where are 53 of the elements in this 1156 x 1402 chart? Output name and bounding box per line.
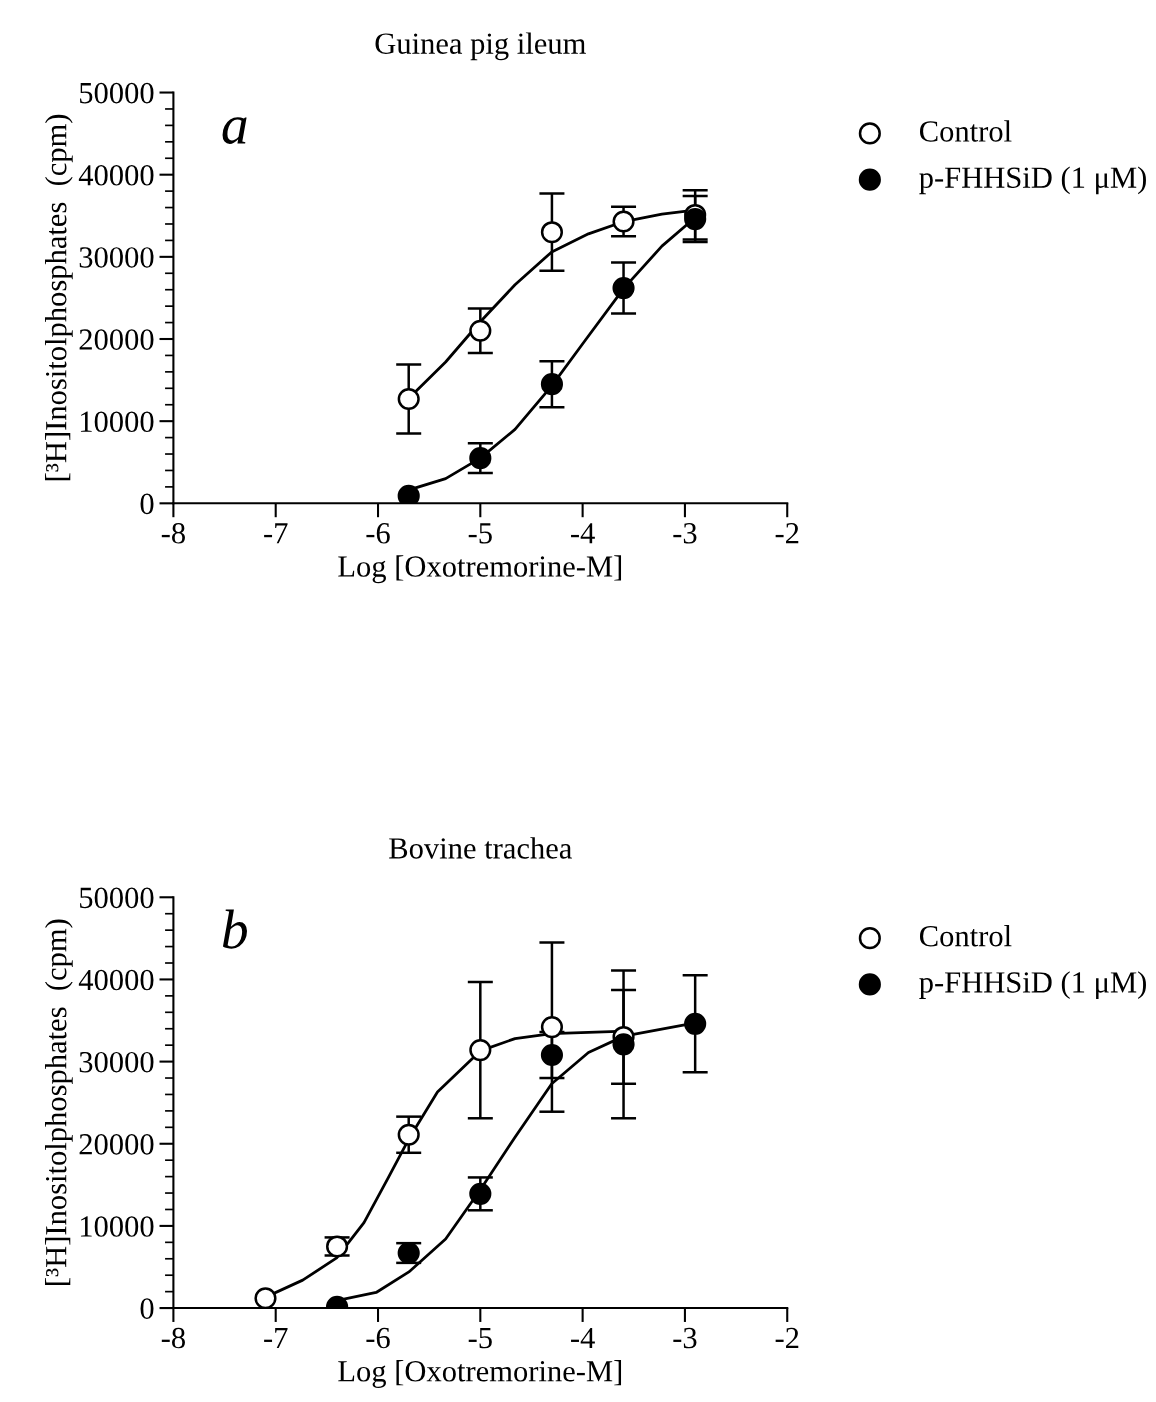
y-tick-label: 50000 <box>80 82 154 104</box>
y-axis-title: [³H]Inositolphosphates (cpm) <box>45 919 73 1285</box>
legend-label: p-FHHSiD (1 μM) <box>919 166 1146 195</box>
y-tick-label: 0 <box>140 493 154 515</box>
y-axis-title: [³H]Inositolphosphates (cpm) <box>45 114 73 481</box>
y-tick-label: 10000 <box>80 411 154 433</box>
x-tick-label: -7 <box>264 1328 288 1349</box>
legend-label: Control <box>919 924 1012 947</box>
x-tick-label: -6 <box>366 523 390 544</box>
y-tick-label: 30000 <box>79 247 154 268</box>
x-tick-label: -8 <box>161 1327 185 1349</box>
point <box>612 210 635 233</box>
y-tick-label: 20000 <box>79 1134 154 1155</box>
point <box>540 1043 563 1067</box>
y-tick-label: 30000 <box>79 1051 154 1073</box>
x-tick-label: -5 <box>468 1328 492 1349</box>
point <box>469 1039 492 1062</box>
point <box>684 1012 707 1035</box>
chart-title: Bovine trachea <box>389 837 572 859</box>
point <box>612 277 635 300</box>
x-tick-label: -4 <box>571 523 595 544</box>
point <box>254 1287 277 1309</box>
y-tick-label: 0 <box>140 1298 154 1319</box>
x-axis-title: Log [Oxotremorine-M] <box>338 555 622 584</box>
y-tick-label: 40000 <box>78 164 154 186</box>
y-tick-label: 50000 <box>80 887 154 909</box>
point <box>540 1016 563 1039</box>
point <box>469 1182 492 1205</box>
legend-label: Control <box>919 120 1012 142</box>
y-tick-label: 40000 <box>78 969 154 991</box>
x-tick-label: -2 <box>775 523 799 544</box>
x-tick-label: -5 <box>468 523 492 544</box>
chart-title: Guinea pig ileum <box>375 32 586 61</box>
point <box>469 319 492 342</box>
x-tick-label: -7 <box>264 523 288 544</box>
x-axis-title: Log [Oxotremorine-M] <box>338 1360 622 1388</box>
x-tick-label: -3 <box>673 523 697 544</box>
annotation: b <box>222 909 247 949</box>
y-tick-label: 20000 <box>79 329 154 350</box>
x-tick-label: -2 <box>775 1327 799 1349</box>
x-tick-label: -8 <box>161 522 185 544</box>
x-tick-label: -3 <box>673 1327 697 1349</box>
point <box>540 373 563 396</box>
point <box>469 447 492 470</box>
point <box>540 221 563 244</box>
legend-label: p-FHHSiD (1 μM) <box>919 971 1146 999</box>
y-tick-label: 10000 <box>80 1216 154 1237</box>
x-tick-label: -4 <box>571 1327 595 1349</box>
point <box>612 1033 635 1056</box>
annotation: a <box>222 117 247 144</box>
point <box>397 387 420 411</box>
x-tick-label: -6 <box>366 1327 390 1349</box>
point <box>397 1123 420 1146</box>
